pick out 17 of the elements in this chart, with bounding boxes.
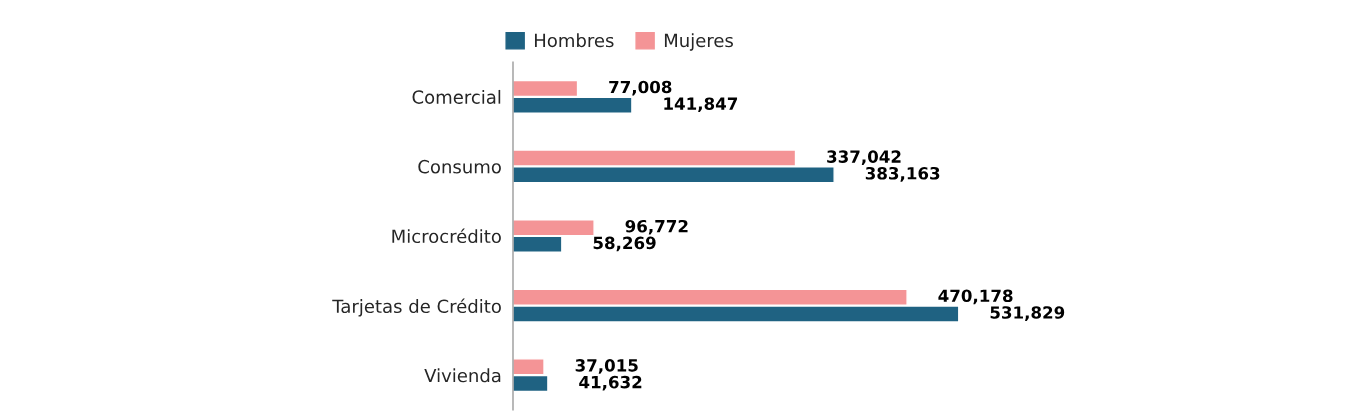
y-tick-label: Microcrédito (392, 228, 501, 244)
data-label: 96,772 (625, 219, 688, 235)
y-tick-label: Comercial (412, 89, 501, 104)
y-tick-label: Consumo (418, 159, 501, 174)
data-label: 470,178 (938, 289, 1013, 305)
legend-label: Hombres (535, 33, 614, 48)
y-tick-label: Tarjetas de Crédito (332, 298, 501, 317)
data-label: 531,829 (990, 306, 1065, 321)
data-label: 41,632 (579, 375, 642, 391)
data-label: 77,008 (609, 80, 672, 96)
data-label: 383,163 (865, 166, 940, 182)
data-label: 141,847 (664, 97, 738, 113)
y-tick-label: Vivienda (424, 368, 501, 383)
legend-label: Mujeres (664, 33, 733, 51)
data-label: 37,015 (575, 359, 638, 374)
data-label: 337,042 (827, 150, 901, 166)
data-label: 58,269 (593, 236, 656, 252)
